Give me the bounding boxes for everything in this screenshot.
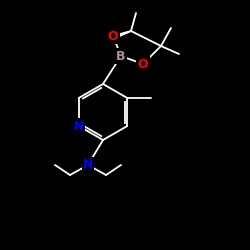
Text: B: B [116, 50, 126, 62]
Text: O: O [138, 58, 148, 70]
Text: N: N [83, 158, 93, 172]
Text: N: N [74, 120, 84, 132]
Text: O: O [108, 30, 118, 43]
